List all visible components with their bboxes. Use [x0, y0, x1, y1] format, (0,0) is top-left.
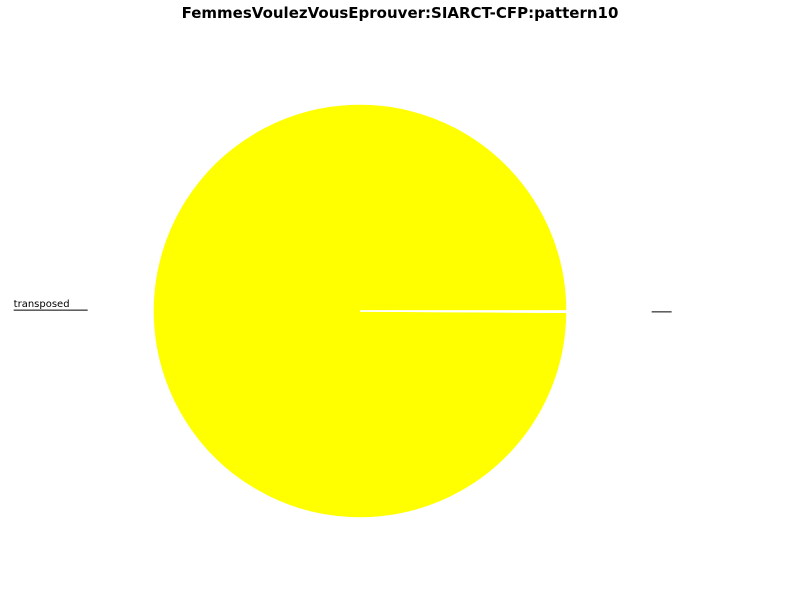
pie-slices: [152, 103, 568, 519]
pie-label-0: transposed: [14, 299, 70, 310]
pie-labels: transposed: [13, 299, 672, 313]
pie-slice-1: [359, 310, 568, 314]
chart-title: FemmesVoulezVousEprouver:SIARCT-CFP:patt…: [182, 4, 619, 22]
